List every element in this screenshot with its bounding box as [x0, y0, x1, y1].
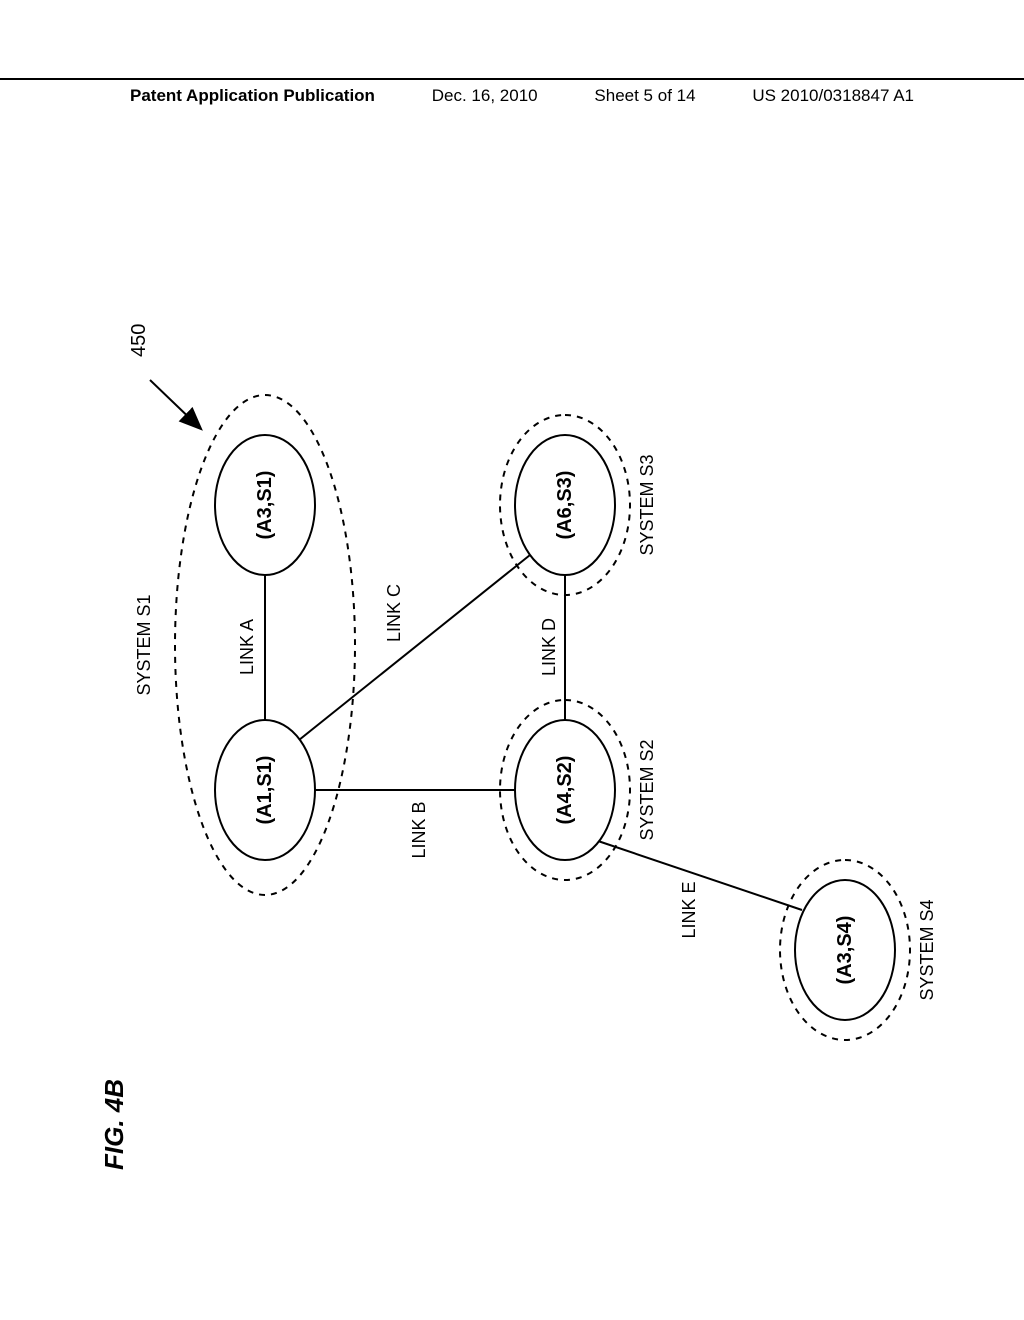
publication-date: Dec. 16, 2010 — [432, 86, 538, 106]
node-label: (A1,S1) — [254, 756, 276, 825]
node-label: (A3,S1) — [254, 471, 276, 540]
reference-arrow — [150, 380, 200, 428]
publication-number: US 2010/0318847 A1 — [752, 86, 914, 106]
node-label: (A3,S4) — [834, 916, 856, 985]
page-header: Patent Application Publication Dec. 16, … — [0, 78, 1024, 106]
link-label: LINK E — [679, 881, 699, 938]
diagram-container: LINK A LINK B LINK C LINK D LINK E SYSTEM S1… — [5, 265, 1015, 1065]
link-label: LINK D — [539, 618, 559, 676]
sheet-number: Sheet 5 of 14 — [594, 86, 695, 106]
reference-number: 450 — [128, 324, 150, 357]
system-label: SYSTEM S2 — [637, 739, 657, 840]
node-label: (A4,S2) — [554, 756, 576, 825]
publication-type: Patent Application Publication — [130, 86, 375, 106]
link-label: LINK A — [237, 619, 257, 675]
figure-label: FIG. 4B — [99, 1079, 130, 1170]
link-edge — [299, 555, 530, 740]
link-label: LINK C — [384, 584, 404, 642]
link-edge — [598, 841, 802, 910]
system-label: SYSTEM S3 — [637, 454, 657, 555]
system-label: SYSTEM S4 — [917, 899, 937, 1000]
network-diagram: LINK A LINK B LINK C LINK D LINK E SYSTEM S1… — [5, 265, 1015, 1065]
link-label: LINK B — [409, 801, 429, 858]
node-label: (A6,S3) — [554, 471, 576, 540]
system-label: SYSTEM S1 — [134, 594, 154, 695]
